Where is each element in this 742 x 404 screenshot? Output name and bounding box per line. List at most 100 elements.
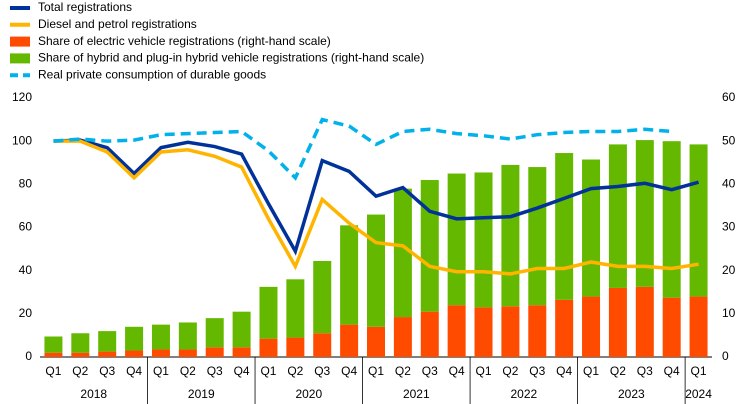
bar bbox=[71, 333, 90, 353]
bar bbox=[635, 140, 654, 287]
year-label: 2020 bbox=[295, 387, 322, 401]
legend-label: Real private consumption of durable good… bbox=[38, 67, 266, 81]
x-tick-label: Q4 bbox=[664, 364, 680, 378]
bar bbox=[151, 324, 170, 350]
x-tick-label: Q1 bbox=[476, 364, 492, 378]
legend-label: Share of electric vehicle registrations … bbox=[38, 34, 331, 48]
bar bbox=[232, 311, 251, 348]
bar bbox=[689, 144, 708, 297]
bar bbox=[474, 307, 493, 357]
x-tick-label: Q1 bbox=[153, 364, 169, 378]
y2-tick-label: 20 bbox=[722, 263, 736, 277]
bar bbox=[528, 305, 547, 357]
bar bbox=[205, 318, 224, 348]
x-tick-label: Q2 bbox=[72, 364, 88, 378]
line bbox=[53, 139, 699, 276]
bar bbox=[232, 347, 251, 357]
bar bbox=[205, 347, 224, 357]
x-tick-label: Q3 bbox=[637, 364, 653, 378]
y2-tick-label: 0 bbox=[722, 349, 729, 363]
bar bbox=[608, 287, 627, 357]
x-tick-label: Q4 bbox=[449, 364, 465, 378]
bar bbox=[501, 306, 520, 357]
bar bbox=[662, 297, 681, 357]
y-tick-label: 0 bbox=[25, 349, 32, 363]
bar bbox=[286, 279, 305, 338]
legend-swatch bbox=[10, 53, 30, 64]
line bbox=[53, 117, 672, 181]
bar bbox=[125, 326, 144, 351]
bar bbox=[582, 296, 601, 357]
bar bbox=[178, 322, 197, 350]
year-label: 2018 bbox=[80, 387, 107, 401]
bar bbox=[689, 296, 708, 357]
x-tick-label: Q1 bbox=[583, 364, 599, 378]
year-label: 2019 bbox=[188, 387, 215, 401]
bar bbox=[420, 180, 439, 312]
y2-tick-label: 30 bbox=[722, 220, 736, 234]
x-tick-label: Q2 bbox=[180, 364, 196, 378]
x-tick-label: Q1 bbox=[368, 364, 384, 378]
bar bbox=[178, 349, 197, 357]
y2-tick-label: 10 bbox=[722, 306, 736, 320]
bar bbox=[501, 164, 520, 307]
bar bbox=[662, 141, 681, 298]
bar bbox=[286, 337, 305, 357]
y-tick-label: 120 bbox=[12, 90, 32, 104]
bar bbox=[474, 172, 493, 308]
year-label: 2021 bbox=[403, 387, 430, 401]
x-tick-label: Q4 bbox=[341, 364, 357, 378]
bar bbox=[420, 311, 439, 357]
bar bbox=[555, 299, 574, 357]
x-tick-label: Q4 bbox=[234, 364, 250, 378]
year-label: 2023 bbox=[618, 387, 645, 401]
bar bbox=[582, 159, 601, 297]
bar bbox=[259, 338, 278, 357]
bar bbox=[367, 214, 385, 327]
x-tick-label: Q1 bbox=[260, 364, 276, 378]
x-tick-label: Q3 bbox=[422, 364, 438, 378]
bar bbox=[635, 286, 654, 357]
bar bbox=[259, 286, 278, 339]
x-tick-label: Q3 bbox=[529, 364, 545, 378]
y-tick-label: 20 bbox=[19, 306, 33, 320]
x-tick-label: Q3 bbox=[207, 364, 223, 378]
bar bbox=[447, 173, 466, 306]
year-label: 2022 bbox=[510, 387, 537, 401]
x-tick-label: Q1 bbox=[45, 364, 61, 378]
bar bbox=[555, 153, 574, 300]
bar bbox=[44, 336, 63, 353]
x-tick-label: Q1 bbox=[691, 364, 707, 378]
x-tick-label: Q4 bbox=[556, 364, 572, 378]
y-tick-label: 100 bbox=[12, 133, 32, 147]
y2-tick-label: 40 bbox=[722, 177, 736, 191]
x-tick-label: Q2 bbox=[287, 364, 303, 378]
bar bbox=[393, 188, 412, 318]
year-label: 2024 bbox=[685, 387, 712, 401]
y-tick-label: 60 bbox=[19, 220, 33, 234]
bar bbox=[447, 305, 466, 357]
line bbox=[53, 138, 700, 256]
legend-swatch bbox=[10, 36, 30, 47]
bar bbox=[313, 333, 332, 357]
y2-tick-label: 60 bbox=[722, 90, 736, 104]
bar bbox=[393, 317, 412, 357]
legend-label: Total registrations bbox=[38, 0, 132, 14]
bar bbox=[71, 352, 90, 357]
legend-label: Share of hybrid and plug-in hybrid vehic… bbox=[38, 51, 424, 65]
bar bbox=[367, 326, 385, 357]
bar bbox=[151, 349, 170, 357]
x-tick-label: Q3 bbox=[99, 364, 115, 378]
y2-tick-label: 50 bbox=[722, 133, 736, 147]
bar bbox=[340, 225, 359, 325]
y-tick-label: 40 bbox=[19, 263, 33, 277]
x-tick-label: Q2 bbox=[395, 364, 411, 378]
bar bbox=[313, 260, 332, 334]
bar bbox=[44, 352, 63, 357]
bar bbox=[98, 351, 117, 357]
x-tick-label: Q4 bbox=[126, 364, 142, 378]
bar bbox=[125, 350, 144, 357]
x-tick-label: Q2 bbox=[502, 364, 518, 378]
legend-label: Diesel and petrol registrations bbox=[38, 17, 197, 31]
